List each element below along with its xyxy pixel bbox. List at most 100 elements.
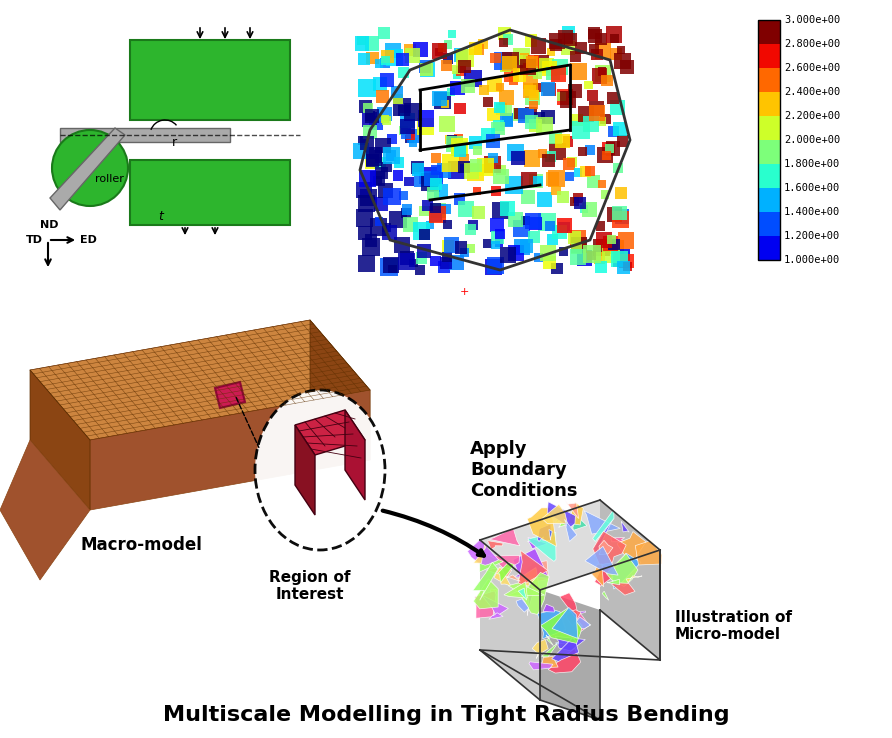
Bar bbox=[388, 265, 397, 274]
Polygon shape bbox=[591, 564, 604, 587]
Bar bbox=[479, 85, 489, 94]
Polygon shape bbox=[520, 573, 549, 615]
Bar bbox=[520, 59, 536, 75]
Bar bbox=[614, 249, 631, 266]
Bar bbox=[758, 116, 780, 140]
Bar bbox=[502, 115, 513, 125]
Bar bbox=[417, 119, 434, 135]
Bar bbox=[358, 226, 372, 241]
Bar bbox=[417, 252, 427, 263]
Bar bbox=[384, 188, 401, 205]
Bar bbox=[401, 208, 411, 218]
Bar bbox=[362, 238, 380, 256]
Bar bbox=[399, 67, 409, 77]
Bar bbox=[557, 191, 569, 204]
Bar bbox=[358, 79, 376, 97]
Text: 2.200e+00: 2.200e+00 bbox=[784, 111, 840, 121]
Bar bbox=[382, 223, 391, 232]
Bar bbox=[758, 140, 780, 165]
Bar bbox=[758, 68, 780, 92]
Bar bbox=[587, 91, 598, 101]
Bar bbox=[539, 149, 548, 158]
Bar bbox=[563, 158, 575, 170]
Bar bbox=[536, 117, 552, 134]
Bar bbox=[404, 103, 422, 121]
Bar bbox=[603, 236, 618, 252]
Bar bbox=[508, 145, 524, 161]
Polygon shape bbox=[295, 410, 365, 455]
Polygon shape bbox=[607, 554, 638, 587]
Bar bbox=[595, 32, 607, 45]
Bar bbox=[429, 209, 442, 222]
Bar bbox=[396, 53, 409, 66]
Polygon shape bbox=[592, 509, 614, 542]
Circle shape bbox=[52, 130, 128, 206]
Bar bbox=[570, 52, 581, 63]
Bar bbox=[559, 91, 576, 108]
Bar bbox=[587, 251, 596, 260]
Bar bbox=[458, 201, 475, 218]
Bar bbox=[565, 172, 574, 182]
Bar bbox=[524, 151, 540, 167]
Polygon shape bbox=[507, 583, 545, 596]
Bar bbox=[359, 100, 372, 114]
Bar bbox=[577, 250, 592, 266]
Bar bbox=[617, 135, 628, 147]
Bar bbox=[619, 254, 634, 269]
Bar bbox=[389, 210, 407, 229]
Bar bbox=[485, 258, 502, 275]
Bar bbox=[370, 218, 387, 235]
Polygon shape bbox=[498, 562, 515, 582]
Bar bbox=[613, 123, 626, 136]
Polygon shape bbox=[516, 599, 529, 613]
Bar bbox=[547, 48, 555, 56]
Polygon shape bbox=[584, 511, 620, 534]
Bar bbox=[464, 163, 479, 179]
Bar bbox=[467, 244, 475, 253]
Polygon shape bbox=[543, 604, 555, 612]
Polygon shape bbox=[504, 582, 527, 598]
Text: 1.400e+00: 1.400e+00 bbox=[784, 207, 840, 217]
Bar bbox=[491, 218, 504, 232]
Bar bbox=[431, 173, 442, 184]
Polygon shape bbox=[295, 425, 315, 515]
Bar bbox=[529, 173, 543, 187]
Bar bbox=[376, 138, 391, 154]
Bar bbox=[549, 33, 565, 49]
Bar bbox=[541, 110, 555, 124]
Bar bbox=[587, 175, 599, 187]
Polygon shape bbox=[485, 589, 497, 606]
Bar bbox=[385, 43, 401, 58]
Bar bbox=[443, 238, 459, 253]
Bar bbox=[612, 211, 629, 228]
Bar bbox=[514, 108, 525, 120]
Bar bbox=[452, 65, 460, 74]
Bar bbox=[513, 68, 526, 82]
Text: 2.800e+00: 2.800e+00 bbox=[784, 39, 840, 49]
Polygon shape bbox=[558, 611, 586, 618]
Bar bbox=[534, 253, 543, 262]
Bar bbox=[591, 68, 607, 84]
Text: Macro-model: Macro-model bbox=[80, 536, 202, 554]
Bar bbox=[445, 134, 454, 144]
Bar bbox=[758, 188, 780, 213]
Bar bbox=[543, 256, 556, 269]
Bar bbox=[383, 258, 399, 273]
Polygon shape bbox=[533, 639, 549, 658]
Bar bbox=[596, 221, 605, 231]
Bar bbox=[593, 239, 610, 256]
Polygon shape bbox=[573, 517, 587, 531]
Bar bbox=[420, 63, 434, 76]
Bar bbox=[522, 172, 537, 187]
Bar bbox=[521, 190, 535, 204]
Bar bbox=[412, 164, 425, 176]
Bar bbox=[398, 105, 409, 116]
Polygon shape bbox=[527, 508, 557, 547]
Bar bbox=[442, 220, 451, 229]
Bar bbox=[574, 197, 586, 209]
Bar bbox=[432, 44, 447, 58]
Bar bbox=[524, 35, 537, 47]
Text: 1.200e+00: 1.200e+00 bbox=[784, 231, 840, 241]
Polygon shape bbox=[560, 593, 578, 616]
Bar bbox=[454, 193, 465, 204]
